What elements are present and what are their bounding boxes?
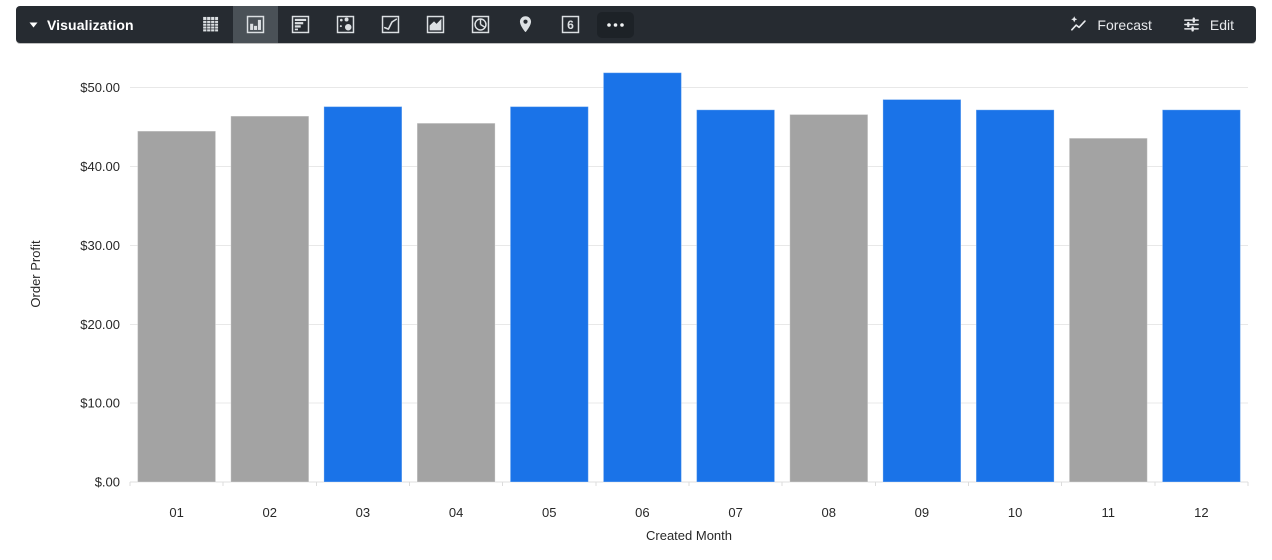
line-chart-icon <box>380 14 401 35</box>
column-chart-canvas: $.00 $10.00 $20.00 $30.00 $40.00 $50.00 01 02 03… <box>28 72 1249 543</box>
forecast-button-label: Forecast <box>1097 16 1152 33</box>
table-chart-icon <box>200 14 221 35</box>
single-value-icon: 6 <box>560 14 581 35</box>
viz-tile-table-chart[interactable] <box>188 6 233 43</box>
bar-04[interactable] <box>416 122 496 483</box>
viz-tile-bar-chart[interactable] <box>278 6 323 43</box>
scatter-chart-icon <box>335 14 356 35</box>
x-tick-label: 01 <box>169 505 183 520</box>
x-tick-label: 08 <box>822 505 836 520</box>
bar-07[interactable] <box>696 109 776 483</box>
bar-05[interactable] <box>509 106 589 483</box>
viz-tile-map-pin[interactable] <box>503 6 548 43</box>
y-tick-label: $50.00 <box>80 80 120 95</box>
bar-03[interactable] <box>323 106 403 483</box>
viz-tile-column-chart[interactable] <box>233 6 278 43</box>
area-chart-icon <box>425 14 446 35</box>
y-tick-label: $30.00 <box>80 238 120 253</box>
forecast-sparkline-icon <box>1069 15 1088 34</box>
bar-01[interactable] <box>137 130 217 483</box>
viz-tile-pie-chart[interactable] <box>458 6 503 43</box>
visualization-toolbar: Visualization 6 <box>16 6 1256 43</box>
bar-chart-icon <box>290 14 311 35</box>
x-tick-label: 09 <box>915 505 929 520</box>
bar-06[interactable] <box>602 72 682 483</box>
bar-12[interactable] <box>1161 109 1241 483</box>
y-tick-label: $10.00 <box>80 396 120 411</box>
viz-tile-single-value[interactable]: 6 <box>548 6 593 43</box>
x-tick-label: 04 <box>449 505 463 520</box>
y-tick-label: $20.00 <box>80 317 120 332</box>
viz-tile-line-chart[interactable] <box>368 6 413 43</box>
collapse-caret-icon <box>29 22 38 28</box>
tune-icon <box>1182 15 1201 34</box>
viz-type-switcher: 6 <box>188 6 638 43</box>
svg-text:6: 6 <box>567 18 574 32</box>
bar-02[interactable] <box>230 115 310 483</box>
viz-tile-scatter-chart[interactable] <box>323 6 368 43</box>
y-axis-title: Order Profit <box>28 240 43 308</box>
y-tick-label: $40.00 <box>80 159 120 174</box>
edit-button-label: Edit <box>1209 16 1234 33</box>
bar-08[interactable] <box>789 114 869 483</box>
bar-11[interactable] <box>1068 137 1148 483</box>
toolbar-actions: Forecast <box>1069 6 1256 43</box>
map-pin-icon <box>515 14 536 35</box>
bar-09[interactable] <box>882 99 962 483</box>
x-tick-label: 10 <box>1008 505 1022 520</box>
x-axis-title: Created Month <box>646 528 732 543</box>
edit-button[interactable]: Edit <box>1182 15 1234 34</box>
viz-tile-more-options[interactable] <box>593 6 638 43</box>
x-tick-label: 06 <box>635 505 649 520</box>
x-tick-label: 11 <box>1102 505 1116 520</box>
visualization-section-header[interactable]: Visualization <box>16 6 188 43</box>
bar-10[interactable] <box>975 109 1055 483</box>
more-options-icon <box>597 11 634 38</box>
x-tick-label: 02 <box>263 505 277 520</box>
x-tick-label: 05 <box>542 505 556 520</box>
forecast-button[interactable]: Forecast <box>1069 15 1152 34</box>
x-tick-label: 12 <box>1194 505 1208 520</box>
viz-tile-area-chart[interactable] <box>413 6 458 43</box>
x-tick-label: 07 <box>728 505 742 520</box>
column-chart-icon <box>245 14 266 35</box>
x-tick-label: 03 <box>356 505 370 520</box>
y-tick-label: $.00 <box>95 475 120 490</box>
pie-chart-icon <box>470 14 491 35</box>
toolbar-title: Visualization <box>47 16 134 33</box>
